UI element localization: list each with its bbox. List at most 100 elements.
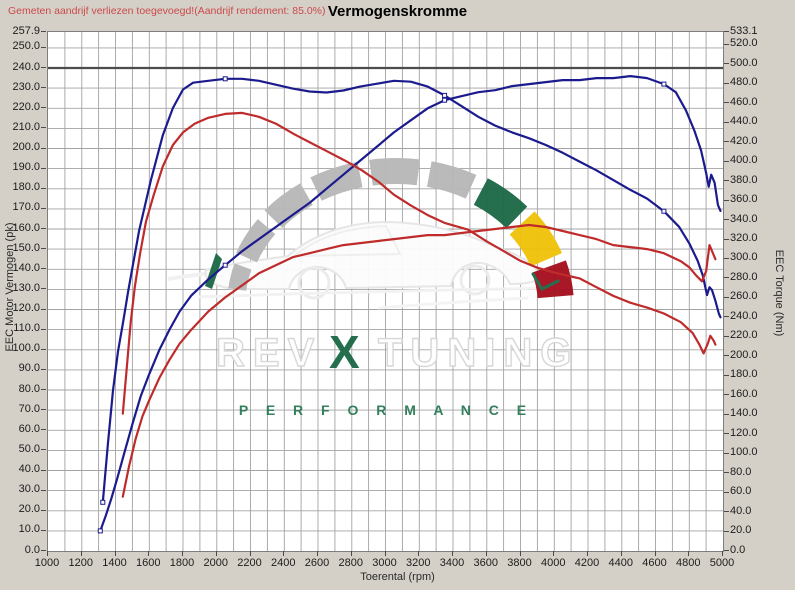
x-axis-tick xyxy=(452,551,453,556)
left-axis-tick xyxy=(41,348,46,350)
x-axis-tick xyxy=(519,551,521,556)
data-point-marker xyxy=(661,208,667,214)
right-axis-tick-label: 200.0 xyxy=(730,348,758,361)
right-axis-tick xyxy=(724,219,729,220)
x-axis-tick-label: 2000 xyxy=(203,557,229,569)
left-axis-tick xyxy=(41,489,46,491)
brand-performance-text: P E R F O R M A N C E xyxy=(239,402,533,418)
right-axis-tick xyxy=(724,374,729,376)
car-silhouette-watermark xyxy=(167,220,549,310)
x-axis-tick-label: 2200 xyxy=(237,557,262,569)
curve-vermogen-blauw xyxy=(99,75,722,532)
left-axis-tick-label: 120.0 xyxy=(12,302,40,314)
left-axis-tick xyxy=(41,469,46,471)
left-axis-tick xyxy=(41,31,46,32)
right-axis-tick xyxy=(724,277,729,279)
left-axis-tick xyxy=(41,409,46,411)
brand-watermark: REV X TUNING P E R F O R M A N C E xyxy=(215,326,579,418)
left-axis-tick xyxy=(41,107,46,109)
data-point-marker xyxy=(442,92,448,98)
right-axis-tick-label: 360.0 xyxy=(730,193,758,205)
right-axis-tick-label: 440.0 xyxy=(730,115,758,128)
x-axis-tick xyxy=(182,551,183,556)
x-axis-tick-label: 3800 xyxy=(507,557,532,569)
right-axis-tick-label: 80.0 xyxy=(730,465,752,478)
left-axis-tick-label: 250.0 xyxy=(12,40,40,53)
x-axis-tick-label: 3200 xyxy=(406,557,431,569)
data-point-marker xyxy=(97,528,103,534)
x-axis-tick xyxy=(350,551,352,556)
x-axis-tick xyxy=(317,551,318,556)
x-axis-tick-label: 4400 xyxy=(608,557,634,569)
right-axis-tick xyxy=(724,394,729,396)
gauge-green-segment xyxy=(473,178,528,229)
x-axis-tick xyxy=(114,551,116,556)
left-axis-tick-label: 80.0 xyxy=(18,382,40,395)
right-axis-tick-label: 340.0 xyxy=(730,212,758,225)
x-axis-tick xyxy=(654,551,656,556)
left-axis-tick xyxy=(41,449,46,451)
right-axis-tick-label: 180.0 xyxy=(730,368,758,381)
x-axis-tick-label: 4600 xyxy=(642,557,667,569)
right-axis-tick xyxy=(724,160,729,162)
gauge-yellow-segment xyxy=(509,211,562,268)
left-axis-tick-label: 190.0 xyxy=(12,161,40,174)
x-axis-tick xyxy=(587,551,588,556)
left-axis-tick-label: 60.0 xyxy=(18,422,40,435)
left-axis-tick xyxy=(41,509,46,511)
right-axis-tick xyxy=(724,550,729,551)
right-axis-tick-label: 60.0 xyxy=(730,485,752,498)
data-point-marker xyxy=(100,499,106,505)
right-axis-tick xyxy=(724,257,729,259)
left-axis-tick xyxy=(41,248,46,250)
left-axis-tick xyxy=(41,429,46,431)
right-axis-tick-label: 420.0 xyxy=(730,134,758,147)
x-axis-tick-label: 2800 xyxy=(338,557,364,569)
left-axis-tick-label: 210.0 xyxy=(12,120,40,133)
left-axis-tick xyxy=(41,207,46,209)
right-axis-tick xyxy=(724,355,729,357)
left-axis-tick xyxy=(41,46,46,48)
gauge-needle-icon xyxy=(205,253,222,289)
right-axis-tick xyxy=(724,433,729,435)
right-axis-tick xyxy=(724,102,729,104)
right-axis-tick-label: 220.0 xyxy=(730,329,758,342)
left-axis-tick xyxy=(41,529,46,531)
data-point-marker xyxy=(442,97,448,103)
x-axis-tick-label: 2600 xyxy=(304,557,330,569)
x-axis-tick-label: 1800 xyxy=(169,557,195,569)
x-axis-tick-label: 1600 xyxy=(136,557,161,569)
left-axis-tick-label: 160.0 xyxy=(12,221,40,234)
brand-tuning-text: TUNING xyxy=(378,331,579,375)
page-title: Vermogenskromme xyxy=(327,3,468,20)
left-axis-tick xyxy=(41,167,46,169)
right-axis-tick xyxy=(724,511,729,513)
left-axis-tick-label: 70.0 xyxy=(18,402,40,415)
left-axis-tick-label: 240.0 xyxy=(12,60,40,73)
right-axis-tick-label: 460.0 xyxy=(730,95,758,108)
data-point-marker xyxy=(222,262,228,268)
left-axis-tick xyxy=(41,268,46,270)
left-axis-tick xyxy=(41,187,46,189)
right-axis-tick xyxy=(724,296,729,298)
left-axis-tick-label: 30.0 xyxy=(18,483,40,496)
x-axis-tick-label: 3400 xyxy=(439,557,465,569)
right-axis-tick xyxy=(724,141,729,143)
x-axis-tick-label: 1000 xyxy=(34,557,60,569)
right-axis-tick xyxy=(724,180,729,182)
left-axis-tick-label: 170.0 xyxy=(12,201,40,214)
right-axis-tick-label: 40.0 xyxy=(730,504,752,517)
right-axis-tick-label: 300.0 xyxy=(730,251,758,264)
x-axis-tick xyxy=(485,551,487,556)
chart-canvas: REV X TUNING P E R F O R M A N C E xyxy=(48,32,723,551)
left-axis-tick xyxy=(41,147,46,149)
x-axis-tick xyxy=(47,551,48,556)
left-axis-tick-label: 10.0 xyxy=(18,523,40,536)
left-axis-tick-label: 200.0 xyxy=(12,141,40,153)
right-axis-tick-label: 520.0 xyxy=(730,37,758,50)
left-axis-tick-label: 20.0 xyxy=(18,503,40,516)
right-axis-tick xyxy=(724,413,729,415)
right-axis-tick-label: 320.0 xyxy=(730,232,758,244)
left-axis-tick-label: 50.0 xyxy=(18,442,40,455)
